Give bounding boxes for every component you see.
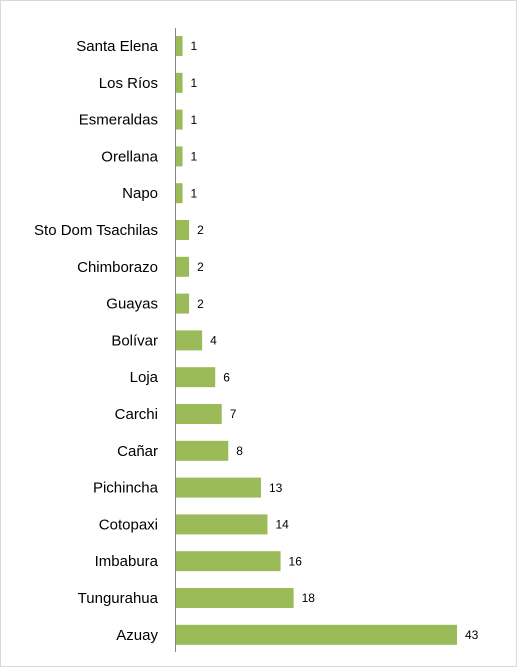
- data-label: 1: [191, 113, 198, 127]
- category-label: Loja: [130, 369, 159, 386]
- bar: [176, 256, 190, 277]
- bar: [176, 293, 190, 314]
- data-label: 16: [289, 554, 303, 568]
- category-label: Bolívar: [111, 332, 158, 349]
- category-label: Los Ríos: [99, 75, 158, 92]
- category-label: Sto Dom Tsachilas: [34, 222, 158, 239]
- bar: [176, 440, 229, 461]
- bar: [176, 551, 281, 572]
- bar: [176, 404, 222, 424]
- data-label: 13: [269, 481, 283, 495]
- category-label: Carchi: [115, 406, 158, 423]
- category-label: Guayas: [106, 296, 158, 313]
- data-label: 18: [302, 591, 316, 605]
- data-label: 1: [191, 186, 198, 200]
- data-label: 2: [197, 260, 204, 274]
- category-label: Pichincha: [93, 480, 159, 497]
- category-label: Napo: [122, 185, 158, 202]
- bar: [176, 109, 183, 130]
- data-label: 7: [230, 407, 237, 421]
- category-label: Cotopaxi: [99, 516, 158, 533]
- category-label: Chimborazo: [77, 259, 158, 276]
- data-label: 2: [197, 223, 204, 237]
- category-label: Azuay: [116, 627, 158, 644]
- category-label: Orellana: [101, 148, 158, 165]
- data-label: 2: [197, 297, 204, 311]
- bar: [176, 624, 457, 645]
- data-label: 4: [210, 334, 217, 348]
- data-label: 14: [275, 518, 289, 532]
- bar: [176, 36, 183, 56]
- bar: [176, 330, 203, 351]
- bar: [176, 183, 183, 204]
- data-label: 6: [223, 370, 230, 384]
- category-label: Cañar: [117, 443, 158, 460]
- category-label: Tungurahua: [78, 590, 159, 607]
- category-label: Santa Elena: [76, 38, 158, 55]
- data-label: 8: [236, 444, 243, 458]
- category-label: Imbabura: [95, 553, 159, 570]
- data-label: 1: [191, 39, 198, 53]
- bar: [176, 588, 294, 608]
- category-label: Esmeraldas: [79, 112, 158, 129]
- data-label: 1: [191, 150, 198, 164]
- bar: [176, 220, 190, 240]
- bar: [176, 477, 261, 498]
- bar: [176, 367, 216, 388]
- bar: [176, 146, 183, 167]
- data-label: 43: [465, 628, 479, 642]
- data-label: 1: [191, 76, 198, 90]
- bar: [176, 514, 268, 535]
- bar: [176, 72, 183, 93]
